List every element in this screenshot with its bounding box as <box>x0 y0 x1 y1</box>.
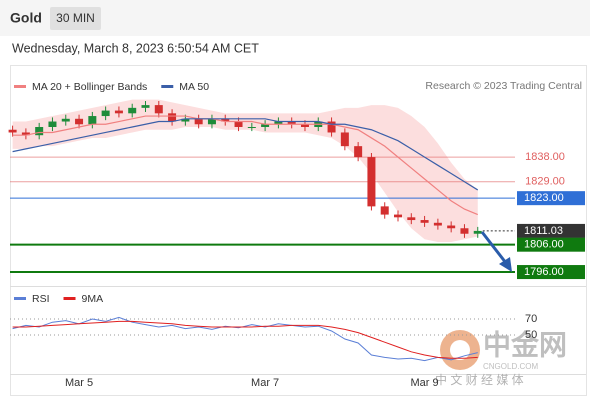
title: Gold <box>10 10 42 26</box>
level-box <box>517 265 585 280</box>
candle-body <box>247 127 256 128</box>
rsi-line <box>12 316 478 362</box>
ma-line <box>12 118 479 191</box>
legend-label: MA 50 <box>179 81 209 93</box>
candle-body <box>8 129 17 133</box>
level-box <box>517 223 585 238</box>
candle-body <box>274 121 283 125</box>
interval-label[interactable]: 30 MIN <box>56 11 95 25</box>
candle-body <box>261 124 270 127</box>
y-tick-label: 70 <box>525 313 537 325</box>
legend-label: RSI <box>32 293 50 305</box>
candle-body <box>380 206 389 215</box>
candle-body <box>473 230 482 234</box>
watermark: 中金网 CNGOLD.COM 中 文 财 经 媒 体 <box>435 328 567 387</box>
candle-body <box>234 121 243 127</box>
level-label: 1796.00 <box>524 266 564 278</box>
candle-body <box>168 113 177 122</box>
level-label: 1823.00 <box>524 192 564 204</box>
candle-body <box>287 121 296 125</box>
level-label: 1811.03 <box>524 225 563 237</box>
level-label: 1806.00 <box>524 239 564 251</box>
candle-body <box>88 116 97 125</box>
candle-body <box>221 118 230 122</box>
y-tick-label: 50 <box>525 329 537 341</box>
candle-body <box>128 107 137 114</box>
x-tick-label: Mar 5 <box>65 377 93 389</box>
level-box <box>517 237 585 252</box>
candle-body <box>181 118 190 122</box>
chart-frame <box>10 65 587 396</box>
candle-body <box>354 146 363 158</box>
candle-body <box>300 124 309 127</box>
candle-body <box>48 121 57 127</box>
legend-swatch <box>14 85 26 88</box>
candle-body <box>61 118 70 122</box>
candle-body <box>394 214 403 218</box>
candle-body <box>21 132 30 136</box>
candle-body <box>340 132 349 147</box>
interval-button[interactable] <box>50 7 101 30</box>
candle-body <box>154 105 163 114</box>
candle-body <box>75 118 84 125</box>
level-box <box>517 191 585 206</box>
candle-body <box>101 110 110 117</box>
rsi-line <box>12 320 478 359</box>
x-tick-label: Mar 9 <box>411 377 439 389</box>
watermark-tagline: 中 文 财 经 媒 体 <box>435 372 524 387</box>
candle-body <box>447 225 456 229</box>
candle-body <box>207 118 216 125</box>
legend-swatch <box>14 297 26 300</box>
candle-body <box>460 228 469 234</box>
watermark-site: CNGOLD.COM <box>483 362 538 371</box>
candle-body <box>141 105 150 108</box>
level-label: 1838.00 <box>525 151 565 163</box>
candle-body <box>327 121 336 133</box>
candle-body <box>367 157 376 207</box>
candle-body <box>407 217 416 221</box>
arrow-head <box>499 257 512 272</box>
candle-body <box>433 222 442 226</box>
watermark-brand: 中金网 <box>483 328 567 360</box>
level-label: 1829.00 <box>525 176 565 188</box>
ma-line <box>12 115 478 216</box>
candle-body <box>194 118 203 125</box>
legend-swatch <box>63 297 76 300</box>
watermark-logo-inner <box>450 340 470 360</box>
legend-label: 9MA <box>82 293 104 305</box>
x-tick-label: Mar 7 <box>251 377 279 389</box>
legend-swatch <box>161 85 174 88</box>
trend-arrow <box>480 231 512 272</box>
bollinger-band <box>12 99 478 242</box>
candle-body <box>35 127 44 136</box>
candle-body <box>114 110 123 114</box>
timestamp: Wednesday, March 8, 2023 6:50:54 AM CET <box>12 41 259 55</box>
candle-body <box>420 220 429 223</box>
arrow-shaft <box>480 231 508 264</box>
credit: Research © 2023 Trading Central <box>425 80 582 92</box>
legend-label: MA 20 + Bollinger Bands <box>32 81 147 93</box>
